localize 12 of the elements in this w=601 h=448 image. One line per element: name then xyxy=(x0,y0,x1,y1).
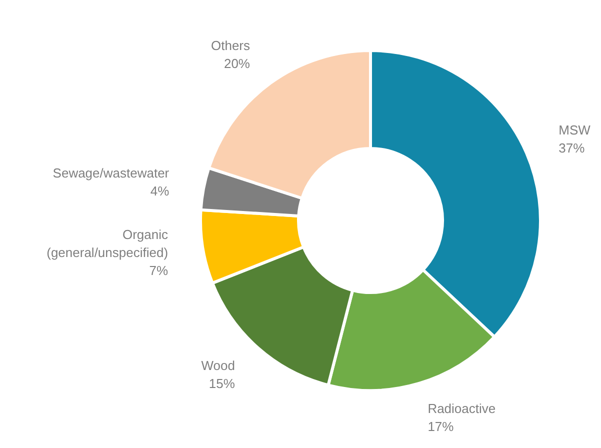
data-label: 4% xyxy=(150,184,170,199)
slice-label: MSW xyxy=(558,122,592,138)
slice-label: Others xyxy=(210,38,251,54)
slice-label: Wood xyxy=(201,358,235,373)
data-label: 37% xyxy=(558,140,586,156)
slice-label: Sewage/wastewater xyxy=(52,166,170,181)
data-label: 20% xyxy=(224,56,250,72)
data-label: 15% xyxy=(208,376,236,391)
data-label: 17% xyxy=(428,418,454,434)
slice-label: Radioactive xyxy=(428,400,496,416)
slice-label: Organic (general/unspecified) xyxy=(46,227,169,260)
data-label: 7% xyxy=(149,263,168,278)
